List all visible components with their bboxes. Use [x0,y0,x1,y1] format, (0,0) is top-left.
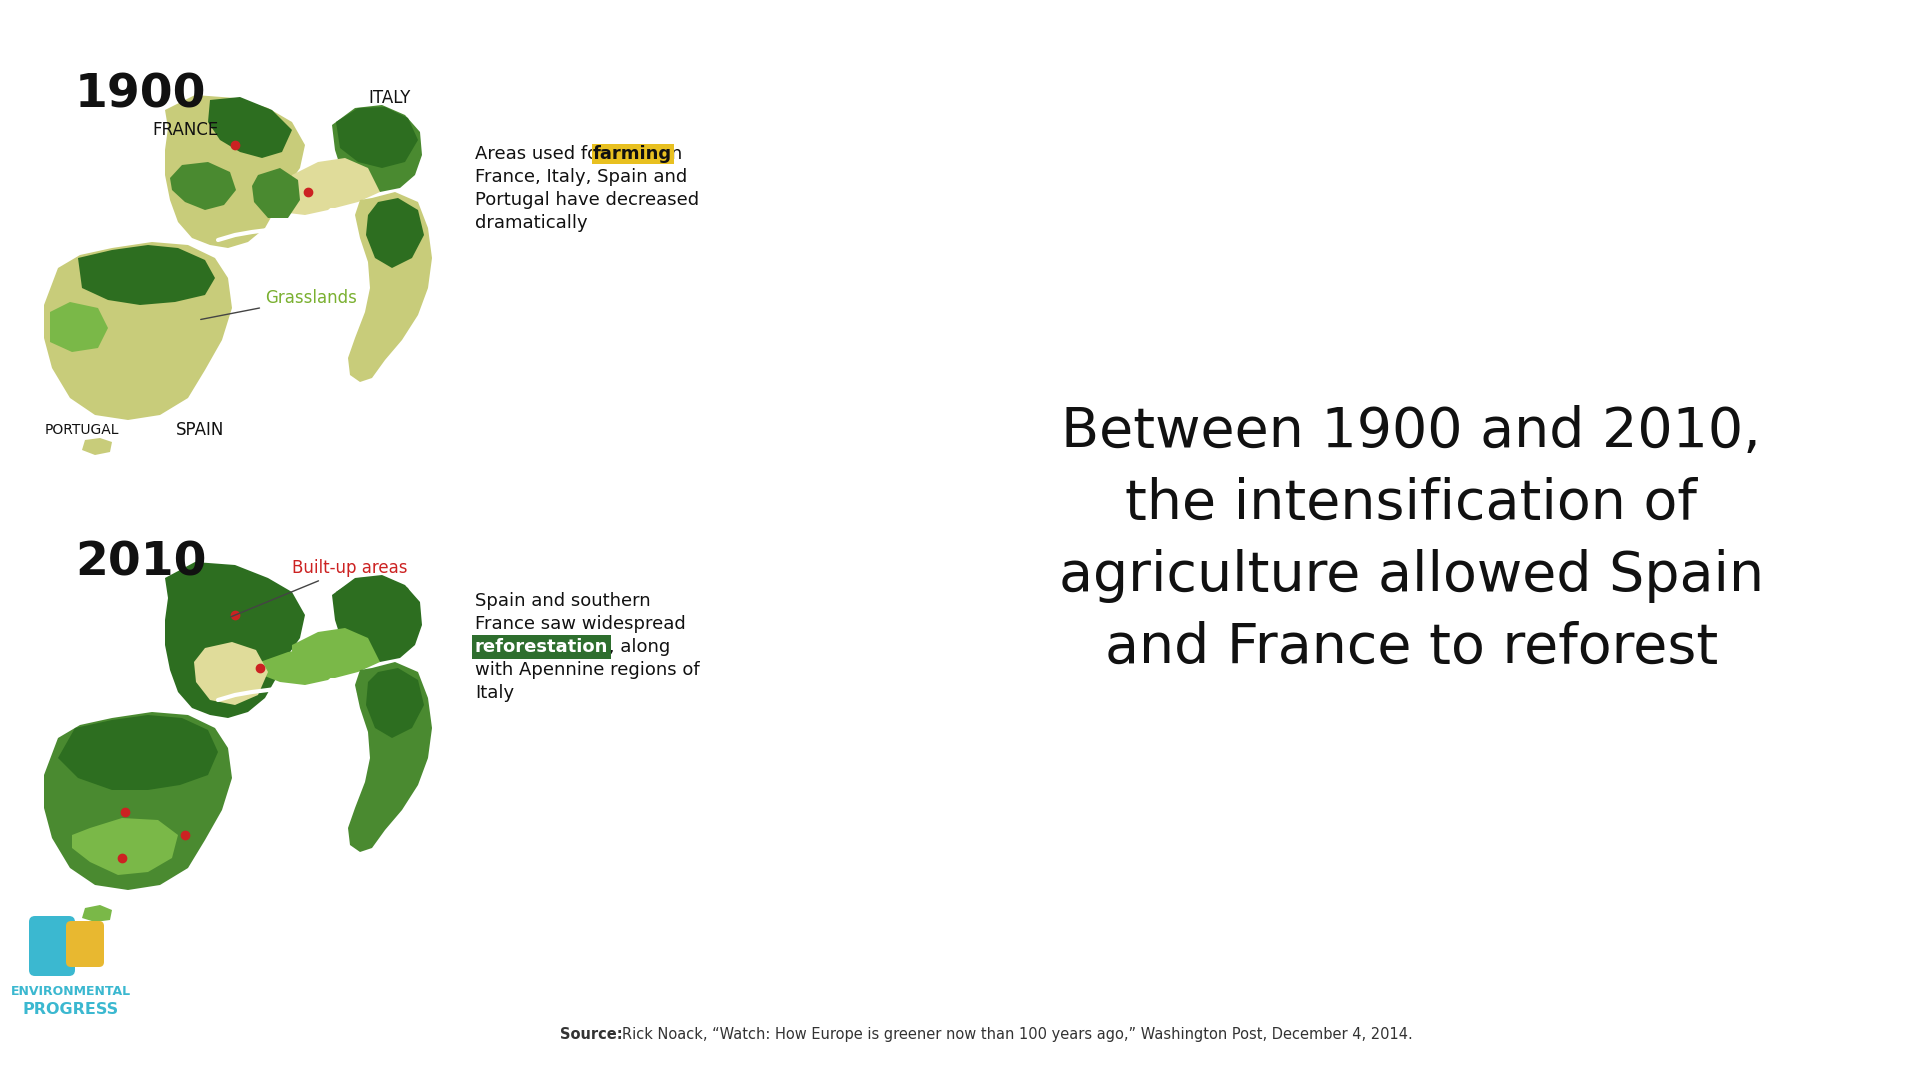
Polygon shape [252,168,300,218]
Text: with Apennine regions of: with Apennine regions of [474,661,699,679]
Text: ITALY: ITALY [369,89,411,107]
Text: Grasslands: Grasslands [202,289,357,320]
Text: and France to reforest: and France to reforest [1104,621,1718,675]
Polygon shape [79,245,215,305]
Polygon shape [348,662,432,852]
Polygon shape [171,162,236,210]
Polygon shape [50,302,108,352]
Polygon shape [83,438,111,455]
Text: , along: , along [603,638,670,656]
Text: Spain and southern: Spain and southern [474,592,651,610]
Polygon shape [336,107,419,168]
Polygon shape [207,97,292,158]
Polygon shape [83,905,111,922]
Text: Between 1900 and 2010,: Between 1900 and 2010, [1062,405,1761,459]
Text: France, Italy, Spain and: France, Italy, Spain and [474,168,687,186]
Text: PROGRESS: PROGRESS [23,1002,119,1017]
Text: France saw widespread: France saw widespread [474,615,685,633]
Text: PORTUGAL: PORTUGAL [44,423,119,437]
Polygon shape [165,95,305,248]
Text: Italy: Italy [474,684,515,702]
Polygon shape [367,669,424,738]
Text: 2010: 2010 [75,540,207,585]
Polygon shape [367,198,424,268]
Text: 1900: 1900 [75,72,207,117]
Polygon shape [348,192,432,382]
Text: SPAIN: SPAIN [177,421,225,438]
Polygon shape [292,627,380,678]
Polygon shape [336,577,419,638]
Text: agriculture allowed Spain: agriculture allowed Spain [1058,549,1764,603]
Text: ENVIRONMENTAL: ENVIRONMENTAL [12,985,131,998]
Text: Source:: Source: [561,1027,628,1042]
Polygon shape [332,575,422,662]
Polygon shape [165,562,305,718]
Text: dramatically: dramatically [474,214,588,232]
Polygon shape [194,642,269,705]
Text: reforestation: reforestation [474,638,609,656]
Polygon shape [259,648,340,685]
Text: Areas used for: Areas used for [474,145,611,163]
Polygon shape [58,715,219,789]
Text: farming: farming [593,145,672,163]
Polygon shape [332,105,422,192]
Text: Portugal have decreased: Portugal have decreased [474,191,699,210]
FancyBboxPatch shape [29,916,75,976]
Text: Built-up areas: Built-up areas [230,559,407,617]
Polygon shape [292,158,380,208]
Polygon shape [44,242,232,420]
Text: Rick Noack, “Watch: How Europe is greener now than 100 years ago,” Washington Po: Rick Noack, “Watch: How Europe is greene… [622,1027,1413,1042]
Text: in: in [660,145,682,163]
Polygon shape [44,712,232,890]
Polygon shape [259,178,340,215]
Text: FRANCE: FRANCE [152,121,219,139]
FancyBboxPatch shape [65,921,104,967]
Text: the intensification of: the intensification of [1125,477,1697,531]
Polygon shape [73,818,179,875]
